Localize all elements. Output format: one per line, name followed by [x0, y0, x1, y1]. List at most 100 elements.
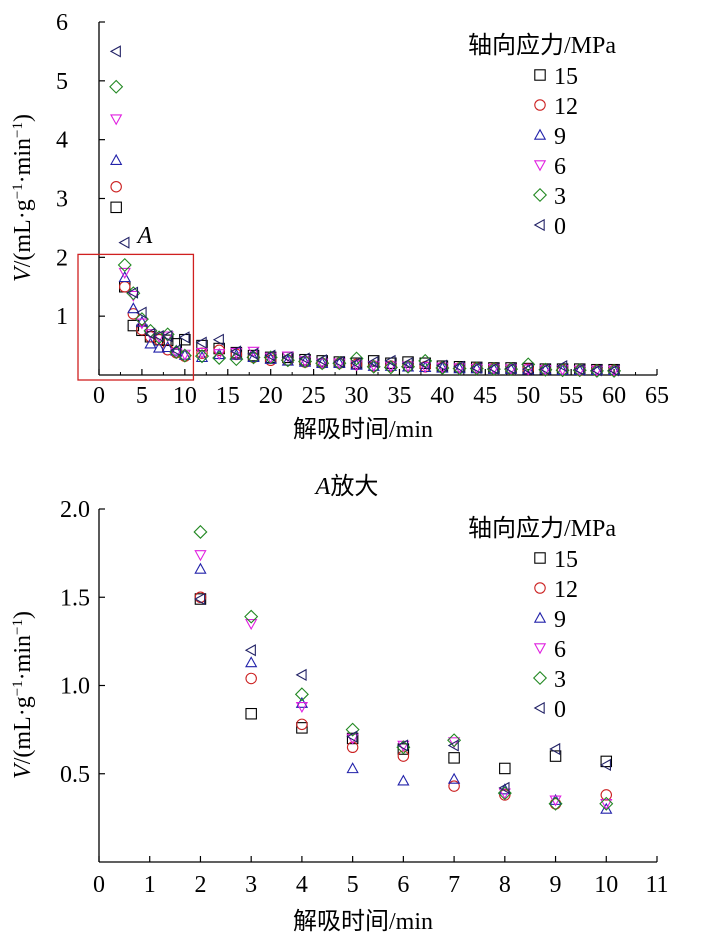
y-tick-label: 0.5	[60, 762, 90, 788]
data-point	[169, 344, 181, 357]
chart-bottom: 0 1 2 3 4 5 6 7 8 9 10 110.51.01.52.0解吸时间/minV/(mL·…	[10, 473, 669, 935]
data-point	[153, 333, 165, 346]
y-tick-label: 2	[56, 245, 68, 271]
data-point	[367, 355, 379, 369]
data-point	[144, 327, 156, 340]
x-axis-title: 解吸时间/min	[293, 908, 433, 935]
data-point	[127, 302, 140, 314]
x-tick-label: 35	[387, 383, 411, 409]
data-point	[504, 362, 516, 375]
legend-marker	[534, 582, 546, 594]
data-point	[135, 315, 149, 327]
data-point	[599, 758, 611, 772]
data-point	[447, 737, 461, 749]
data-point	[345, 722, 360, 737]
legend-label: 9	[554, 124, 566, 150]
legend-marker	[534, 99, 546, 111]
data-point	[548, 796, 563, 811]
data-point	[178, 349, 191, 361]
data-point	[346, 730, 358, 743]
data-point	[264, 349, 276, 362]
data-point	[453, 360, 465, 373]
data-point	[590, 364, 602, 377]
data-point	[600, 802, 613, 814]
data-point	[498, 788, 511, 800]
data-point	[447, 739, 459, 752]
data-point	[607, 364, 619, 377]
data-point	[499, 762, 511, 775]
y-tick-label: 2.0	[60, 497, 90, 523]
legend-item: 9	[533, 607, 566, 633]
zoom-region-label: A	[136, 223, 153, 249]
data-point	[590, 365, 604, 377]
legend-item: 9	[533, 124, 566, 150]
legend-label: 15	[554, 547, 578, 573]
data-point	[110, 114, 123, 126]
x-tick-label: 25	[302, 383, 326, 409]
legend-item: 3	[532, 667, 566, 693]
data-point	[245, 656, 258, 668]
legend: 轴向应力/MPa 15 12 9 6 3 0	[468, 32, 616, 240]
data-point	[539, 362, 551, 376]
legend-item: 12	[534, 577, 578, 603]
legend-item: 15	[534, 64, 578, 90]
x-tick-label: 7	[448, 872, 460, 898]
data-point	[521, 362, 533, 376]
x-tick-label: 10	[173, 383, 197, 409]
data-point	[194, 592, 206, 606]
y-tick-label: 6	[56, 10, 68, 36]
legend-label: 3	[554, 184, 566, 210]
x-tick-label: 65	[645, 383, 669, 409]
chart-title: A放大	[314, 473, 379, 500]
legend-item: 12	[534, 94, 578, 120]
data-point	[194, 562, 207, 574]
y-tick-label: 1.0	[60, 674, 90, 700]
x-tick-label: 9	[550, 872, 562, 898]
legend-marker	[533, 701, 545, 715]
y-tick-label: 4	[56, 128, 68, 154]
series-3-mpa	[193, 524, 614, 811]
legend-item: 3	[532, 184, 566, 210]
legend-marker	[533, 643, 547, 655]
data-point	[346, 741, 359, 754]
data-point	[298, 356, 312, 368]
legend-title: 轴向应力/MPa	[468, 32, 616, 59]
data-point	[109, 45, 121, 58]
data-point	[296, 722, 308, 734]
x-tick-label: 30	[345, 383, 369, 409]
legend-item: 6	[533, 154, 566, 180]
data-point	[549, 750, 562, 762]
data-point	[470, 361, 482, 375]
data-point	[418, 358, 430, 371]
data-point	[296, 718, 308, 731]
data-point	[349, 351, 364, 366]
data-point	[127, 286, 139, 299]
data-point	[315, 354, 327, 367]
legend-label: 6	[554, 154, 566, 180]
x-axis-title: 解吸时间/min	[293, 416, 433, 443]
legend-title: 轴向应力/MPa	[468, 515, 616, 542]
series-12-mpa	[110, 180, 620, 377]
data-point	[419, 362, 432, 374]
x-tick-label: 0	[93, 872, 105, 898]
data-point	[247, 351, 260, 363]
data-point	[350, 357, 362, 370]
data-point	[600, 755, 613, 768]
data-point	[195, 351, 209, 363]
x-tick-label: 5	[347, 872, 359, 898]
data-point	[401, 361, 415, 373]
data-point	[346, 762, 359, 774]
x-tick-label: 6	[397, 872, 409, 898]
data-point	[135, 318, 149, 330]
data-point	[110, 180, 122, 193]
data-point	[212, 333, 224, 346]
legend-label: 12	[554, 577, 578, 603]
data-point	[264, 354, 277, 367]
series-6-mpa	[110, 114, 621, 377]
data-point	[170, 344, 183, 356]
y-tick-label: 3	[56, 187, 68, 213]
legend-item: 0	[533, 697, 566, 723]
legend-label: 6	[554, 637, 566, 663]
data-point	[295, 668, 307, 682]
data-point	[110, 201, 122, 214]
